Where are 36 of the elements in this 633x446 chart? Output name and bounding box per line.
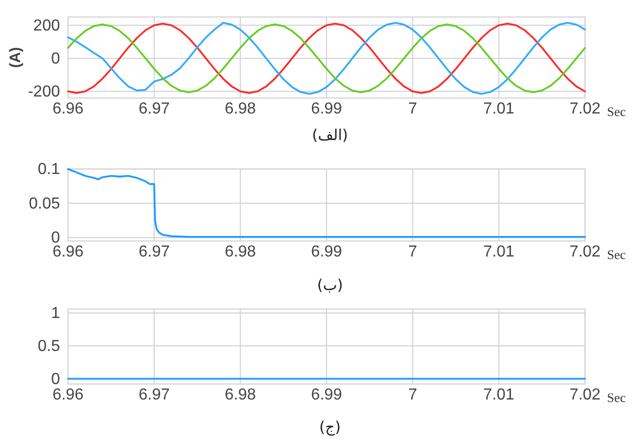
y-tick-label: 0.05 bbox=[28, 195, 60, 212]
x-tick-label: 7 bbox=[408, 386, 418, 404]
x-tick-label: 6.99 bbox=[310, 386, 342, 404]
x-tick-label: 7 bbox=[408, 100, 418, 118]
x-tick-label: 7 bbox=[408, 243, 418, 260]
text: (الف) bbox=[312, 126, 348, 144]
x-tick-label: 6.96 bbox=[52, 386, 84, 404]
y-tick-label: 200 bbox=[33, 17, 60, 34]
x-tick-label: 6.97 bbox=[138, 243, 170, 260]
y-tick-label: 0.1 bbox=[38, 161, 60, 178]
line-series bbox=[67, 168, 586, 238]
x-tick-label: 7.02 bbox=[569, 243, 601, 260]
y-tick-label: 1 bbox=[51, 305, 60, 322]
x-tick-label: 6.97 bbox=[138, 386, 170, 404]
x-tick-label: 6.98 bbox=[224, 100, 256, 118]
text: (ب) bbox=[317, 276, 343, 294]
x-tick-label: 6.98 bbox=[224, 386, 256, 404]
y-tick-label: 0 bbox=[51, 370, 60, 388]
x-tick-label: 7.02 bbox=[569, 386, 601, 404]
x-tick-label: 6.97 bbox=[138, 100, 170, 118]
x-tick-label: 7.01 bbox=[483, 243, 515, 260]
x-tick-label: 6.99 bbox=[310, 243, 342, 260]
y-axis-title: (A) bbox=[7, 47, 24, 68]
x-tick-label: 7.01 bbox=[483, 386, 515, 404]
x-tick-label: 7.01 bbox=[483, 100, 515, 118]
y-tick-label: -200 bbox=[28, 84, 60, 101]
x-tick-label: 6.99 bbox=[310, 100, 342, 118]
y-tick-label: 0 bbox=[51, 50, 60, 68]
y-tick-label: 0.5 bbox=[38, 338, 60, 355]
x-axis-title: Sec bbox=[607, 104, 626, 119]
x-tick-label: 7.02 bbox=[569, 100, 601, 118]
x-axis-title: Sec bbox=[607, 247, 626, 262]
x-tick-label: 6.96 bbox=[52, 100, 84, 118]
text: (ج) bbox=[319, 418, 341, 436]
x-axis-title: Sec bbox=[607, 390, 626, 405]
x-tick-label: 6.98 bbox=[224, 243, 256, 260]
